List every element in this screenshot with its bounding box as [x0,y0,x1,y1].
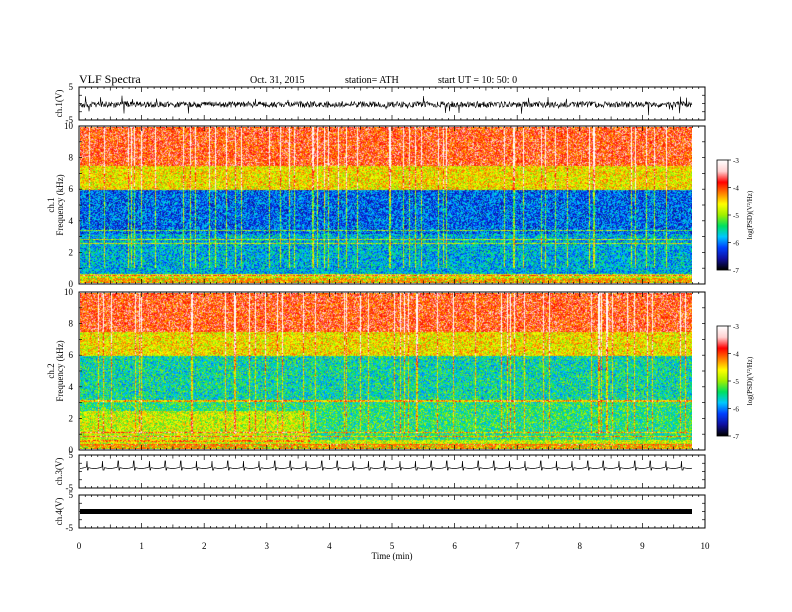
colorbar-tick-label: -7 [733,433,739,441]
ch1-waveform-trace [79,95,693,116]
y-tick-label: 4 [69,382,74,392]
x-tick-label: 5 [390,541,395,551]
y-tick-label: 5 [69,450,74,460]
y-tick-label: 0 [69,445,74,455]
colorbar-tick-label: -3 [733,323,739,331]
x-tick-label: 9 [640,541,645,551]
y-axis-label: ch.1(V) [54,90,64,118]
ch1-spectrogram-image [80,127,692,283]
colorbar-tick-label: -7 [733,267,739,275]
y-tick-label: 10 [64,287,74,297]
colorbar-tick-label: -4 [733,185,739,193]
x-tick-label: 4 [327,541,332,551]
colorbar-tick-label: -5 [733,378,739,386]
y-axis-label: ch.4(V) [54,498,64,526]
y-tick-label: 6 [69,184,74,194]
figure-title: VLF Spectra [79,72,141,86]
x-tick-label: 8 [578,541,583,551]
ch2-colorbar [717,326,728,436]
x-tick-label: 7 [515,541,520,551]
x-axis-label: Time (min) [372,551,413,561]
colorbar-label: log(PSD)(V²/Hz) [746,190,754,239]
date-label: Oct. 31, 2015 [250,75,305,86]
y-tick-label: 0 [69,279,74,289]
y-tick-label: 5 [69,490,74,500]
y-tick-label: 6 [69,350,74,360]
axis-ticks [78,86,731,529]
colorbar-tick-label: -3 [733,157,739,165]
x-tick-label: 6 [452,541,457,551]
colorbar-tick-label: -4 [733,351,739,359]
ch4-waveform-trace [80,509,692,514]
y-tick-label: 10 [64,121,74,131]
y-axis-label: ch.2 [46,363,56,378]
y-axis-label: Frequency (kHz) [55,340,65,401]
x-tick-label: 1 [139,541,144,551]
y-tick-label: 8 [69,153,74,163]
ch1-colorbar [717,160,728,270]
y-tick-label: -5 [66,115,74,125]
ch3-waveform-trace [80,460,693,471]
y-axis-label: ch.1 [46,197,56,212]
y-tick-label: -5 [66,483,74,493]
colorbar-tick-label: -5 [733,212,739,220]
x-tick-label: 10 [701,541,711,551]
y-tick-label: 2 [69,247,74,257]
station-label: station= ATH [345,75,399,86]
y-tick-label: 8 [69,319,74,329]
colorbar-tick-label: -6 [733,240,739,248]
y-tick-label: 4 [69,216,74,226]
x-tick-label: 3 [265,541,270,551]
x-tick-label: 0 [77,541,82,551]
y-axis-label: Frequency (kHz) [55,174,65,235]
colorbar-tick-label: -6 [733,406,739,414]
colorbar-label: log(PSD)(V²/Hz) [746,356,754,405]
y-axis-label: ch.3(V) [54,458,64,486]
x-tick-label: 2 [202,541,207,551]
start-time-label: start UT = 10: 50: 0 [438,75,518,86]
y-tick-label: -5 [66,523,74,533]
ch2-spectrogram-image [80,293,692,449]
y-tick-label: 5 [69,82,74,92]
y-tick-label: 2 [69,413,74,423]
